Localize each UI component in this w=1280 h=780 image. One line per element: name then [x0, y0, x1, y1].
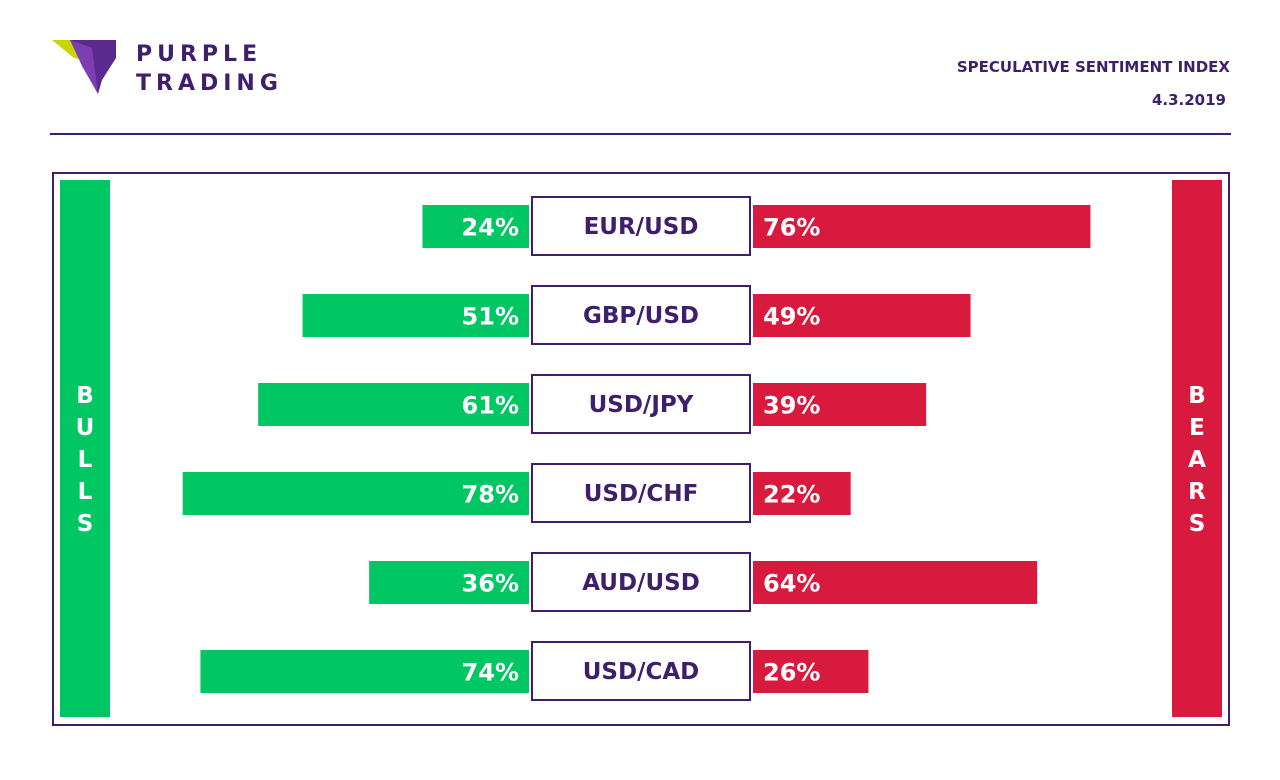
pair-box: [531, 463, 751, 523]
pair-box: [531, 374, 751, 434]
bears-letter: E: [1189, 415, 1205, 441]
bears-value-label: 26%: [763, 659, 820, 687]
pair-label: AUD/USD: [582, 570, 700, 596]
header-divider: [50, 133, 1231, 135]
bulls-letter: U: [75, 415, 95, 441]
index-title: SPECULATIVE SENTIMENT INDEX: [956, 58, 1230, 76]
bears-bar: [753, 561, 1038, 604]
bulls-bar: [369, 561, 529, 604]
pair-label: EUR/USD: [584, 214, 699, 240]
bulls-letter: S: [76, 511, 94, 537]
bulls-bar: [422, 205, 529, 248]
pair-box: [531, 641, 751, 701]
pair-box: [531, 285, 751, 345]
bulls-value-label: 24%: [462, 214, 519, 242]
pair-label: USD/CHF: [584, 481, 699, 507]
bulls-letter: L: [77, 479, 93, 505]
pair-label: GBP/USD: [583, 303, 699, 329]
bulls-value-label: 61%: [462, 392, 519, 420]
bulls-letter: B: [76, 383, 94, 409]
purple-trading-logo-icon: [52, 40, 116, 94]
bears-letter: B: [1188, 383, 1206, 409]
bears-bar: [753, 205, 1091, 248]
brand-line-2: TRADING: [136, 71, 283, 96]
bears-value-label: 76%: [763, 214, 820, 242]
brand-line-1: PURPLE: [136, 42, 263, 67]
pair-label: USD/JPY: [589, 392, 694, 418]
bulls-bar: [302, 294, 529, 337]
index-date: 4.3.2019: [1151, 91, 1226, 109]
bears-bar: [753, 383, 927, 426]
bears-bar: [753, 650, 869, 693]
bears-letter: A: [1188, 447, 1206, 473]
bears-value-label: 49%: [763, 303, 820, 331]
bears-bar: [753, 294, 971, 337]
bears-bar: [753, 472, 851, 515]
bulls-value-label: 74%: [462, 659, 519, 687]
pair-label: USD/CAD: [583, 659, 700, 685]
bears-value-label: 22%: [763, 481, 820, 509]
bears-value-label: 39%: [763, 392, 820, 420]
bulls-bar: [258, 383, 529, 426]
pair-box: [531, 552, 751, 612]
bulls-value-label: 51%: [462, 303, 519, 331]
bears-letter: R: [1188, 479, 1206, 505]
chart-frame: [52, 172, 1230, 726]
brand-name: PURPLE TRADING: [136, 40, 283, 98]
bears-letter: S: [1188, 511, 1206, 537]
bulls-value-label: 78%: [462, 481, 519, 509]
bulls-bar: [182, 472, 529, 515]
bulls-letter: L: [77, 447, 93, 473]
bulls-value-label: 36%: [462, 570, 519, 598]
bulls-bar: [200, 650, 529, 693]
bears-value-label: 64%: [763, 570, 820, 598]
pair-box: [531, 196, 751, 256]
